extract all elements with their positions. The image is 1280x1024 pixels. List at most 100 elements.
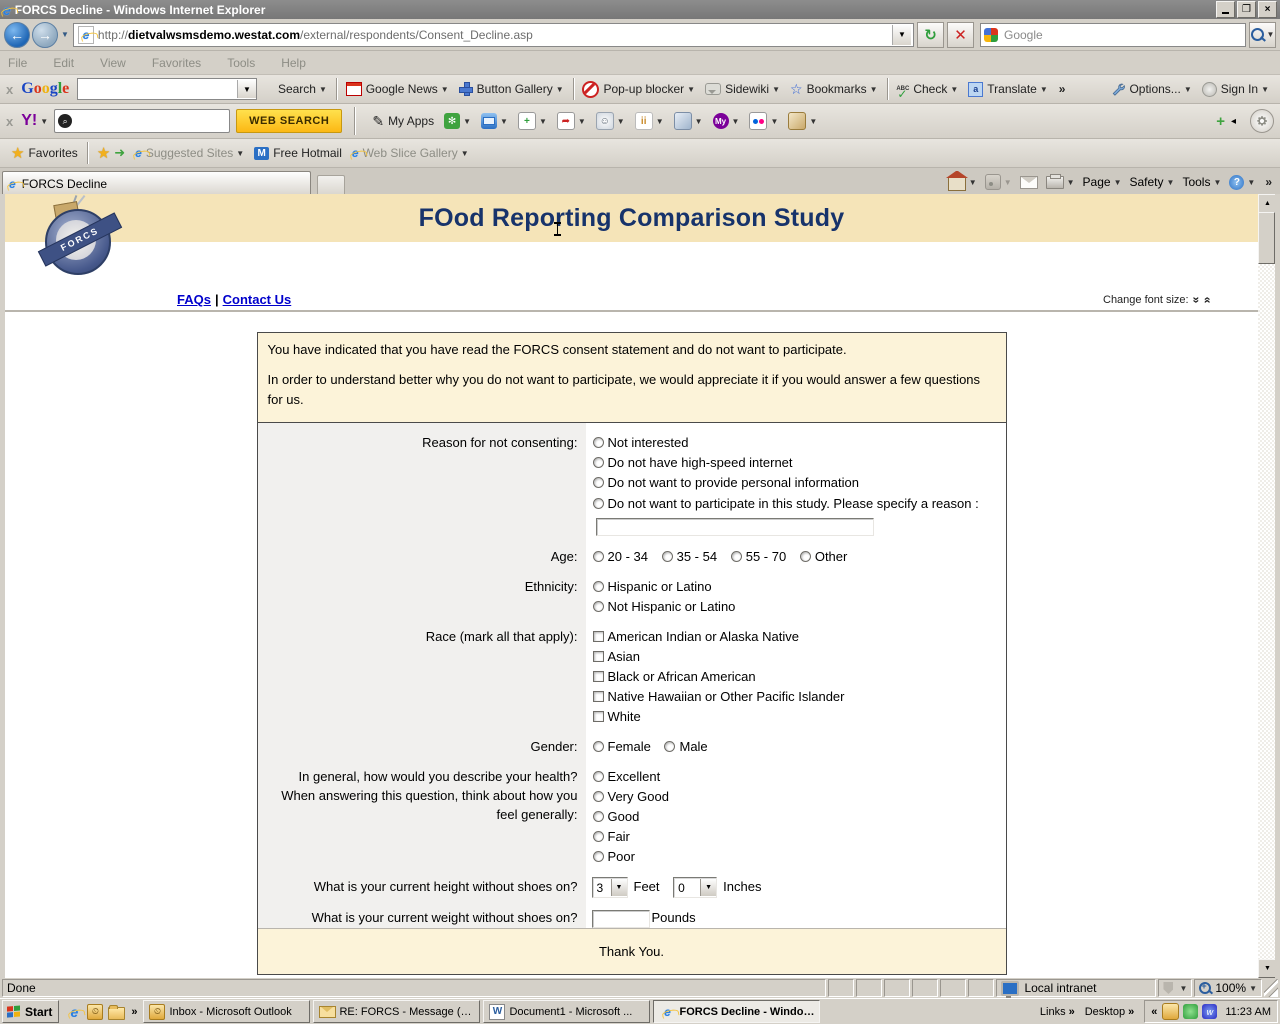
menu-help[interactable]: Help (281, 55, 306, 70)
health-radio-fair[interactable] (592, 831, 604, 842)
checkbox-option[interactable]: White (592, 707, 1002, 727)
radio-option[interactable]: 20 - 34 (592, 547, 648, 567)
yahoo-maps-button[interactable]: ▼ (788, 112, 817, 130)
task-button-inbox[interactable]: ⏲ Inbox - Microsoft Outlook (143, 1000, 311, 1023)
health-radio-excellent[interactable] (592, 771, 604, 782)
reason-radio-not-interested[interactable] (592, 437, 604, 448)
radio-option[interactable]: Fair (592, 827, 1002, 847)
history-dropdown-icon[interactable]: ▼ (61, 30, 69, 39)
yahoo-mail-button[interactable]: ▼ (481, 113, 508, 129)
print-button[interactable]: ▼ (1045, 173, 1075, 189)
new-tab-button[interactable] (317, 175, 345, 196)
feeds-button[interactable]: ▼ (984, 174, 1012, 190)
command-overflow-icon[interactable]: » (1265, 175, 1272, 189)
back-button[interactable]: ← (4, 21, 30, 48)
links-overflow-icon[interactable]: » (1068, 1005, 1075, 1018)
close-toolbar-icon[interactable]: x (6, 113, 14, 129)
start-button[interactable]: Start (2, 1000, 60, 1023)
radio-option[interactable]: Female (592, 737, 651, 757)
search-go-button[interactable]: ▼ (1249, 21, 1276, 48)
age-radio-20-34[interactable] (592, 551, 604, 562)
sidewiki-button[interactable]: Sidewiki ▼ (705, 82, 780, 96)
health-radio-good[interactable] (592, 811, 604, 822)
yahoo-settings-button[interactable] (1250, 109, 1274, 133)
race-checkbox-hawaiian[interactable] (592, 691, 604, 702)
radio-option[interactable]: 35 - 54 (661, 547, 717, 567)
instant-search-box[interactable] (980, 22, 1246, 47)
restore-button[interactable]: ❐ (1237, 1, 1256, 18)
checkbox-option[interactable]: Black or African American (592, 667, 1002, 687)
add-app-button[interactable]: + (1216, 112, 1225, 130)
protected-mode-button[interactable]: ▼ (1158, 979, 1193, 997)
desktop-overflow-icon[interactable]: » (1128, 1005, 1135, 1018)
menu-view[interactable]: View (100, 55, 126, 70)
google-news-button[interactable]: Google News ▼ (345, 82, 449, 96)
yahoo-dropdown-icon[interactable]: ▼ (40, 116, 49, 126)
radio-option[interactable]: 55 - 70 (730, 547, 786, 567)
refresh-button[interactable]: ↻ (917, 21, 944, 48)
menu-tools[interactable]: Tools (227, 55, 256, 70)
yahoo-jobs-button[interactable]: ii ▼ (634, 112, 664, 130)
google-search-button[interactable]: Search ▼ (262, 82, 327, 96)
height-inches-select[interactable]: 0 ▼ (673, 877, 718, 899)
my-apps-button[interactable]: ✎ My Apps (372, 112, 435, 129)
ethnicity-radio-not-hispanic[interactable] (592, 601, 604, 612)
favorites-button[interactable]: ★ Favorites (11, 145, 78, 162)
race-checkbox-white[interactable] (592, 711, 604, 722)
vertical-scrollbar[interactable]: ▲ ▼ (1258, 194, 1275, 978)
web-search-button[interactable]: WEB SEARCH (236, 109, 343, 133)
scroll-up-button[interactable]: ▲ (1258, 194, 1275, 213)
forward-button[interactable]: → (32, 21, 58, 48)
gender-radio-female[interactable] (592, 741, 604, 752)
button-gallery-button[interactable]: Button Gallery ▼ (458, 82, 564, 96)
tray-collapse-icon[interactable]: « (1151, 1005, 1158, 1018)
translate-button[interactable]: a Translate ▼ (968, 81, 1048, 97)
checkbox-option[interactable]: American Indian or Alaska Native (592, 627, 1002, 647)
yahoo-messenger-button[interactable]: ☺ ▼ (595, 112, 625, 130)
gender-radio-male[interactable] (664, 741, 676, 752)
yahoo-logo[interactable]: Y! (21, 112, 38, 129)
radio-option[interactable]: Not interested (592, 433, 1002, 453)
age-radio-55-70[interactable] (730, 551, 742, 562)
close-button[interactable]: × (1258, 1, 1277, 18)
add-favorite-button[interactable]: ★ ➜ (97, 144, 125, 162)
desktop-toolbar[interactable]: Desktop» (1084, 1005, 1135, 1018)
age-radio-other[interactable] (799, 551, 811, 562)
scroll-down-button[interactable]: ▼ (1258, 959, 1275, 978)
page-menu-button[interactable]: Page ▼ (1082, 175, 1122, 189)
menu-favorites[interactable]: Favorites (151, 55, 202, 70)
google-options-button[interactable]: Options... ▼ (1111, 82, 1192, 96)
my-yahoo-button[interactable]: My ▼ (712, 113, 739, 129)
dropdown-arrow-icon[interactable]: ▼ (610, 879, 627, 897)
tools-menu-button[interactable]: Tools ▼ (1182, 175, 1222, 189)
quicklaunch-overflow-icon[interactable]: » (131, 1005, 138, 1018)
address-dropdown-button[interactable]: ▼ (892, 24, 911, 45)
google-signin-button[interactable]: Sign In ▼ (1201, 81, 1269, 97)
menu-file[interactable]: File (8, 55, 28, 70)
radio-option[interactable]: Other (799, 547, 847, 567)
task-button-message[interactable]: RE: FORCS - Message (H... (313, 1000, 481, 1023)
close-toolbar-icon[interactable]: x (6, 81, 14, 97)
folder-quicklaunch-icon[interactable] (107, 1003, 125, 1021)
race-checkbox-american-indian[interactable] (592, 631, 604, 642)
menu-edit[interactable]: Edit (53, 55, 75, 70)
radio-option[interactable]: Good (592, 807, 1002, 827)
yahoo-bookmark-button[interactable]: + ▼ (517, 112, 547, 130)
radio-option[interactable]: Excellent (592, 767, 1002, 787)
radio-option[interactable]: Poor (592, 847, 1002, 867)
yahoo-search-field[interactable]: ⌕ (54, 109, 231, 133)
race-checkbox-black[interactable] (592, 671, 604, 682)
reason-radio-no-personal-info[interactable] (592, 477, 604, 488)
suggested-sites-button[interactable]: e Suggested Sites ▼ (135, 146, 245, 160)
reason-radio-no-internet[interactable] (592, 457, 604, 468)
resize-grip[interactable] (1264, 979, 1278, 997)
weight-input[interactable] (591, 909, 650, 928)
checkbox-option[interactable]: Native Hawaiian or Other Pacific Islande… (592, 687, 1002, 707)
age-radio-35-54[interactable] (661, 551, 673, 562)
safety-menu-button[interactable]: Safety ▼ (1129, 175, 1175, 189)
free-hotmail-button[interactable]: M Free Hotmail (254, 146, 342, 160)
stop-button[interactable]: ✕ (947, 21, 974, 48)
bookmarks-button[interactable]: ☆ Bookmarks ▼ (790, 80, 878, 97)
ethnicity-radio-hispanic[interactable] (592, 581, 604, 592)
health-radio-poor[interactable] (592, 851, 604, 862)
